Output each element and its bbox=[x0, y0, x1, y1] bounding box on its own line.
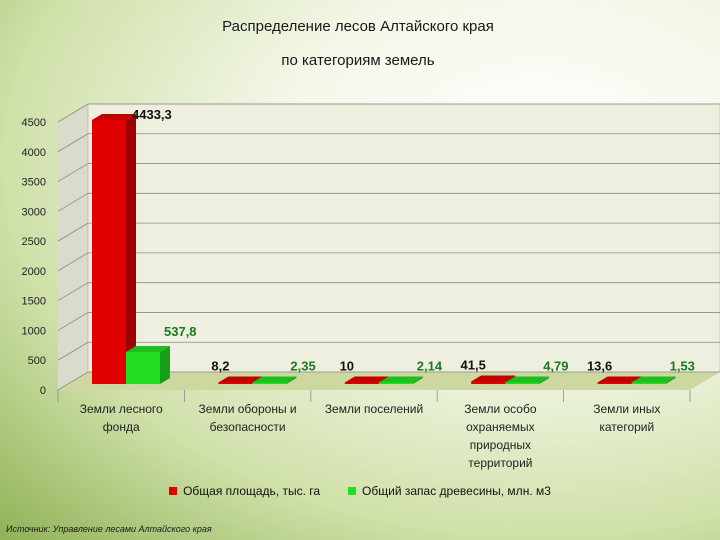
legend-label-stock: Общий запас древесины, млн. м3 bbox=[362, 484, 551, 498]
gridline-side bbox=[57, 371, 89, 391]
x-tick-label: Земли поселений bbox=[325, 402, 423, 416]
y-tick-label: 3000 bbox=[22, 206, 46, 218]
x-tick-label: природных bbox=[470, 438, 531, 452]
x-tick-label: Земли лесного bbox=[80, 402, 163, 416]
x-tick-label: безопасности bbox=[210, 420, 286, 434]
side-wall bbox=[58, 104, 88, 390]
bar-side bbox=[126, 113, 136, 385]
y-tick-label: 1000 bbox=[22, 325, 46, 337]
data-label: 537,8 bbox=[164, 324, 197, 339]
x-tick-label: Земли иных bbox=[593, 402, 660, 416]
bar-top bbox=[126, 345, 170, 352]
gridline-side bbox=[57, 312, 89, 331]
gridline-side bbox=[57, 133, 89, 153]
bar-top bbox=[505, 376, 550, 383]
bar-top bbox=[218, 376, 263, 383]
data-label: 4,79 bbox=[543, 359, 568, 374]
bar bbox=[471, 381, 506, 384]
bar bbox=[344, 382, 379, 384]
legend-swatch-area bbox=[169, 487, 178, 495]
data-label: 2,14 bbox=[417, 359, 443, 374]
x-tick-label: Земли обороны и bbox=[199, 402, 297, 416]
x-tick-label: Земли особо bbox=[464, 402, 537, 416]
back-wall bbox=[87, 103, 720, 373]
y-tick-label: 1500 bbox=[22, 296, 46, 308]
gridline-side bbox=[57, 103, 89, 123]
bar-top bbox=[471, 375, 516, 382]
bar bbox=[505, 382, 540, 384]
gridline-side bbox=[57, 163, 89, 182]
x-tick-label: фонда bbox=[103, 420, 140, 434]
data-label: 1,53 bbox=[670, 359, 695, 374]
y-tick-label: 4000 bbox=[22, 147, 46, 159]
bar-side bbox=[665, 376, 676, 384]
y-tick-label: 2500 bbox=[22, 236, 46, 248]
data-label: 10 bbox=[340, 359, 354, 374]
bar bbox=[597, 382, 632, 384]
gridline-side bbox=[57, 222, 89, 242]
gridline-side bbox=[57, 341, 89, 361]
data-label: 13,6 bbox=[587, 359, 612, 374]
data-label: 2,35 bbox=[290, 359, 315, 374]
bar-top bbox=[378, 376, 423, 383]
bar-side bbox=[412, 376, 423, 384]
legend-item-stock: Общий запас древесины, млн. м3 bbox=[348, 484, 551, 498]
y-tick-label: 0 bbox=[40, 385, 46, 397]
bar bbox=[126, 351, 160, 384]
source-note: Источник: Управление лесами Алтайского к… bbox=[6, 524, 212, 534]
y-tick-label: 3500 bbox=[22, 177, 46, 189]
bar-top bbox=[597, 376, 642, 383]
bar-top bbox=[631, 376, 676, 383]
bar-top bbox=[252, 376, 297, 383]
legend-item-area: Общая площадь, тыс. га bbox=[169, 484, 320, 498]
bar-top bbox=[344, 376, 389, 383]
legend-swatch-stock bbox=[348, 487, 357, 495]
y-tick-label: 2000 bbox=[22, 266, 46, 278]
gridline-side bbox=[57, 252, 89, 272]
chart-title-line2: по категориям земель bbox=[281, 52, 435, 69]
bar-chart: 0 500 1000 1500 2000 2500 3000 3500 4000 4500 Земл… bbox=[22, 103, 720, 470]
data-label: 8,2 bbox=[211, 359, 229, 374]
y-tick-label: 4500 bbox=[22, 117, 46, 129]
bar-top bbox=[92, 113, 136, 120]
bar bbox=[252, 382, 287, 384]
legend: Общая площадь, тыс. га Общий запас древе… bbox=[0, 484, 720, 498]
bar bbox=[92, 119, 126, 385]
gridline-side bbox=[57, 192, 89, 212]
bar-side bbox=[539, 376, 550, 384]
legend-label-area: Общая площадь, тыс. га bbox=[183, 484, 321, 498]
bar bbox=[631, 382, 666, 384]
bar bbox=[378, 382, 413, 384]
y-tick-label: 500 bbox=[28, 355, 46, 367]
x-tick-label: категорий bbox=[599, 420, 654, 434]
x-tick-label: территорий bbox=[468, 456, 532, 470]
gridline-side bbox=[57, 282, 89, 302]
bar bbox=[218, 382, 253, 384]
bar-side bbox=[286, 376, 297, 384]
chart-title-line1: Распределение лесов Алтайского края bbox=[222, 18, 494, 35]
bar-side bbox=[160, 345, 170, 384]
data-label: 4433,3 bbox=[132, 107, 172, 122]
x-tick-label: охраняемых bbox=[466, 420, 535, 434]
data-label: 41,5 bbox=[461, 358, 486, 373]
